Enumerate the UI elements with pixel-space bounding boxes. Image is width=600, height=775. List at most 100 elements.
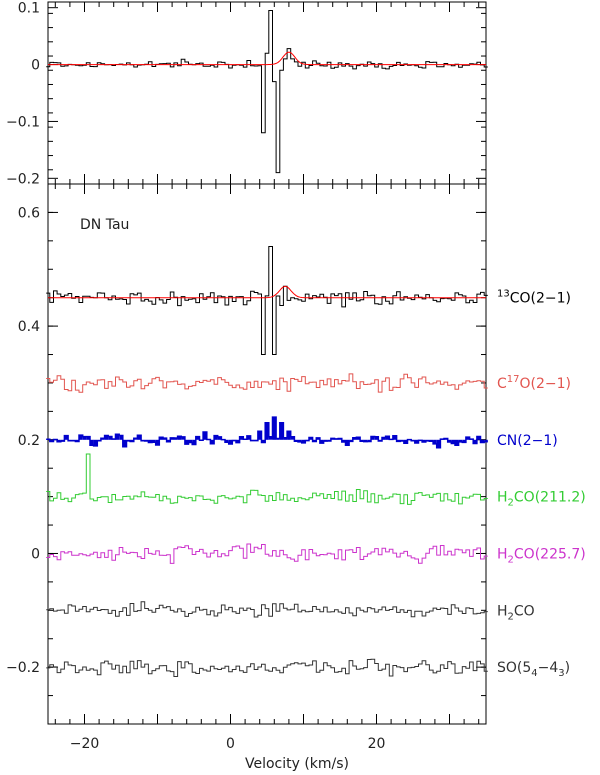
series-label: H2CO(225.7) (497, 547, 586, 566)
cn-fill-bar (181, 436, 185, 440)
cn-fill-bar (86, 436, 90, 440)
cn-fill-bar (374, 436, 379, 440)
cn-fill-bar (210, 439, 214, 444)
cn-fill-bar (166, 439, 171, 442)
cn-fill-bar (184, 439, 189, 445)
cn-fill-bar (458, 439, 463, 442)
plot-frame (47, 183, 487, 725)
cn-fill-bar (239, 436, 244, 440)
plot-frame (47, 1, 487, 185)
cn-fill-bar (433, 439, 437, 444)
series-label: 13CO(2−1) (497, 289, 571, 307)
cn-fill-bar (261, 439, 266, 443)
cn-fill-bar (476, 436, 481, 440)
y-tick-label: −0.2 (6, 171, 40, 187)
y-tick-label: 0.4 (18, 319, 40, 335)
cn-fill-bar (465, 437, 470, 440)
y-tick-label: 0 (31, 58, 40, 74)
series-label: CN(2−1) (497, 433, 558, 449)
series-label: H2CO (497, 603, 535, 622)
cn-fill-bar (414, 439, 419, 443)
y-tick-label: 0.1 (18, 1, 40, 17)
cn-fill-bar (287, 431, 291, 440)
cn-fill-bar (436, 439, 441, 448)
cn-fill-bar (396, 439, 401, 442)
cn-fill-bar (155, 439, 160, 445)
cn-fill-bar (170, 437, 174, 440)
x-tick-label: 20 (368, 736, 386, 752)
cn-fill-bar (371, 436, 375, 440)
spectrum-line-3 (46, 453, 488, 505)
cn-fill-bar (192, 439, 196, 445)
cn-fill-bar (236, 439, 240, 443)
cn-fill-bar (90, 439, 94, 446)
cn-fill-bar (345, 439, 350, 446)
cn-fill-bar (159, 437, 163, 440)
series-label: C17O(2−1) (497, 374, 571, 392)
cn-fill-bar (246, 435, 251, 440)
spectrum-line-0 (46, 246, 488, 355)
cn-fill-bar (367, 439, 372, 442)
spectrum-line-4 (46, 543, 488, 564)
cn-fill-bar (392, 435, 397, 440)
x-axis-label: Velocity (km/s) (245, 756, 349, 772)
cn-fill-bar (309, 437, 313, 440)
cn-fill-bar (403, 439, 408, 444)
cn-fill-bar (473, 439, 477, 444)
cn-fill-bar (188, 439, 193, 443)
cn-fill-bar (228, 439, 233, 444)
cn-fill-bar (363, 439, 368, 442)
cn-fill-bar (79, 435, 83, 440)
cn-fill-bar (195, 436, 200, 440)
cn-fill-bar (382, 437, 386, 440)
cn-fill-bar (119, 435, 123, 440)
cn-fill-bar (173, 438, 178, 440)
cn-fill-bar (462, 439, 466, 443)
cn-fill-bar (301, 439, 306, 443)
cn-fill-bar (480, 439, 485, 443)
cn-fill-bar (484, 439, 488, 442)
x-tick-label: −20 (70, 736, 100, 752)
top-spectrum-line (46, 10, 488, 174)
cn-fill-bar (272, 417, 277, 440)
cn-fill-bar (130, 439, 134, 442)
cn-fill-bar (163, 438, 167, 440)
cn-fill-bar (137, 435, 141, 440)
y-tick-label: 0.6 (18, 205, 40, 221)
cn-fill-bar (177, 436, 182, 440)
cn-fill-bar (316, 437, 320, 440)
top-model-line (48, 51, 486, 66)
cn-fill-bar (422, 439, 426, 443)
cn-fill-bar (279, 422, 284, 440)
cn-fill-bar (57, 439, 61, 442)
cn-fill-bar (283, 437, 288, 440)
cn-fill-bar (64, 435, 69, 440)
cn-fill-bar (115, 434, 120, 440)
cn-fill-bar (312, 439, 317, 442)
cn-fill-bar (265, 422, 269, 440)
spectrum-line-2 (46, 416, 488, 449)
cn-fill-bar (82, 436, 87, 440)
series-label: SO(54−43) (497, 660, 570, 679)
y-tick-label: −0.2 (6, 660, 40, 676)
fit-line-0 (48, 285, 486, 299)
cn-fill-bar (217, 436, 222, 440)
annotation-dn-tau: DN Tau (80, 217, 129, 233)
bottom-panel: 0.6 0.4 0.2 0 −0.2 −20 0 20 13CO(2−1) C17O(2−1) CN… (6, 183, 586, 752)
cn-fill-bar (356, 437, 360, 440)
x-tick-label: 0 (226, 736, 235, 752)
top-panel: 0.1 0 −0.1 −0.2 (6, 1, 488, 187)
cn-fill-bar (49, 439, 54, 442)
cn-fill-bar (214, 435, 218, 440)
cn-fill-bar (75, 439, 80, 442)
cn-fill-bar (203, 432, 207, 440)
cn-fill-bar (451, 439, 455, 444)
spectrum-line-1 (46, 373, 488, 393)
cn-fill-bar (268, 436, 273, 440)
cn-fill-bar (108, 436, 112, 440)
cn-fill-bar (352, 437, 357, 440)
cn-fill-bar (349, 439, 353, 442)
spectrum-line-5 (46, 601, 488, 618)
cn-fill-bar (148, 439, 152, 443)
series-label: H2CO(211.2) (497, 490, 586, 509)
